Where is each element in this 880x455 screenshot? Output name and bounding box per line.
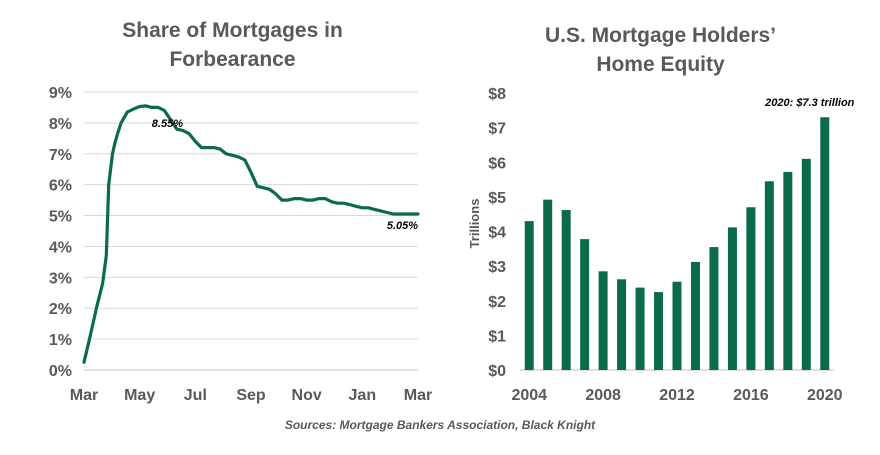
equity-bar (764, 181, 774, 370)
equity-x-tick-label: 2020 (807, 387, 843, 404)
forbearance-y-tick-label: 2% (49, 301, 72, 318)
home-equity-chart-title: U.S. Mortgage Holders’ Home Equity (508, 21, 813, 79)
equity-bar (783, 171, 793, 370)
forbearance-y-tick-label: 9% (49, 85, 72, 102)
equity-y-tick-label: $6 (488, 155, 506, 172)
equity-y-axis-label: Trillions (467, 199, 482, 249)
forbearance-y-tick-label: 6% (49, 178, 72, 195)
forbearance-y-tick-label: 3% (49, 270, 72, 287)
forbearance-y-tick-label: 5% (49, 209, 72, 226)
forbearance-y-tick-label: 7% (49, 147, 72, 164)
home-equity-bar-chart: $0 $1 $2 $3 $4 $5 $6 $7 $8 Trillions 2004 2008 2012 2… (467, 86, 855, 404)
equity-x-tick-label: 2016 (733, 387, 769, 404)
forbearance-y-tick-label: 8% (49, 116, 72, 133)
equity-y-tick-label: $5 (488, 190, 506, 207)
forbearance-series-line (82, 104, 420, 364)
equity-y-tick-label: $3 (488, 259, 506, 276)
equity-x-tick-label: 2004 (511, 387, 547, 404)
equity-bar (690, 261, 700, 370)
forbearance-title-line-2: Forbearance (169, 48, 296, 71)
equity-y-tick-label: $2 (488, 294, 506, 311)
forbearance-chart-title: Share of Mortgages in Forbearance (80, 16, 385, 74)
forbearance-y-tick-label: 0% (49, 363, 72, 380)
forbearance-y-tick-label: 1% (49, 332, 72, 349)
equity-bar (524, 221, 534, 370)
forbearance-value-label: 5.05% (387, 220, 418, 232)
forbearance-title-line-1: Share of Mortgages in (122, 19, 343, 42)
forbearance-x-tick-label: Sep (236, 387, 266, 404)
equity-y-tick-label: $0 (488, 363, 506, 380)
equity-bar (746, 207, 756, 370)
equity-bar (635, 287, 645, 370)
equity-bar (580, 239, 590, 370)
forbearance-x-tick-label: Mar (70, 387, 98, 404)
forbearance-line-chart: 0% 1% 2% 3% 4% 5% 6% 7% 8% 9% Mar May Jul Sep Nov Jan Ma… (49, 85, 432, 404)
equity-x-tick-label: 2008 (585, 387, 621, 404)
equity-value-label: 2020: $7.3 trillion (764, 97, 855, 109)
equity-bar (709, 247, 719, 370)
equity-bar (598, 271, 608, 370)
equity-bar (617, 279, 627, 370)
forbearance-x-tick-label: Jan (349, 387, 377, 404)
home-equity-title-line-1: U.S. Mortgage Holders’ (544, 24, 777, 47)
equity-bar (801, 158, 811, 370)
forbearance-value-label: 8.55% (152, 118, 183, 130)
equity-y-tick-label: $7 (488, 121, 506, 138)
forbearance-y-tick-label: 4% (49, 239, 72, 256)
source-note: Sources: Mortgage Bankers Association, B… (284, 418, 596, 432)
equity-x-tick-label: 2012 (659, 387, 695, 404)
forbearance-x-tick-label: Nov (292, 387, 322, 404)
forbearance-x-tick-label: Jul (184, 387, 207, 404)
equity-bar (561, 210, 571, 370)
equity-bar (543, 199, 553, 370)
equity-bar (654, 292, 664, 370)
home-equity-title-line-2: Home Equity (596, 53, 725, 76)
equity-bar (820, 117, 830, 370)
equity-bar (672, 281, 682, 370)
equity-y-tick-label: $1 (488, 328, 506, 345)
forbearance-x-tick-label: Mar (404, 387, 432, 404)
forbearance-x-tick-label: May (124, 387, 155, 404)
equity-y-tick-label: $8 (488, 86, 506, 103)
equity-bar (727, 227, 737, 370)
equity-y-tick-label: $4 (488, 225, 506, 242)
